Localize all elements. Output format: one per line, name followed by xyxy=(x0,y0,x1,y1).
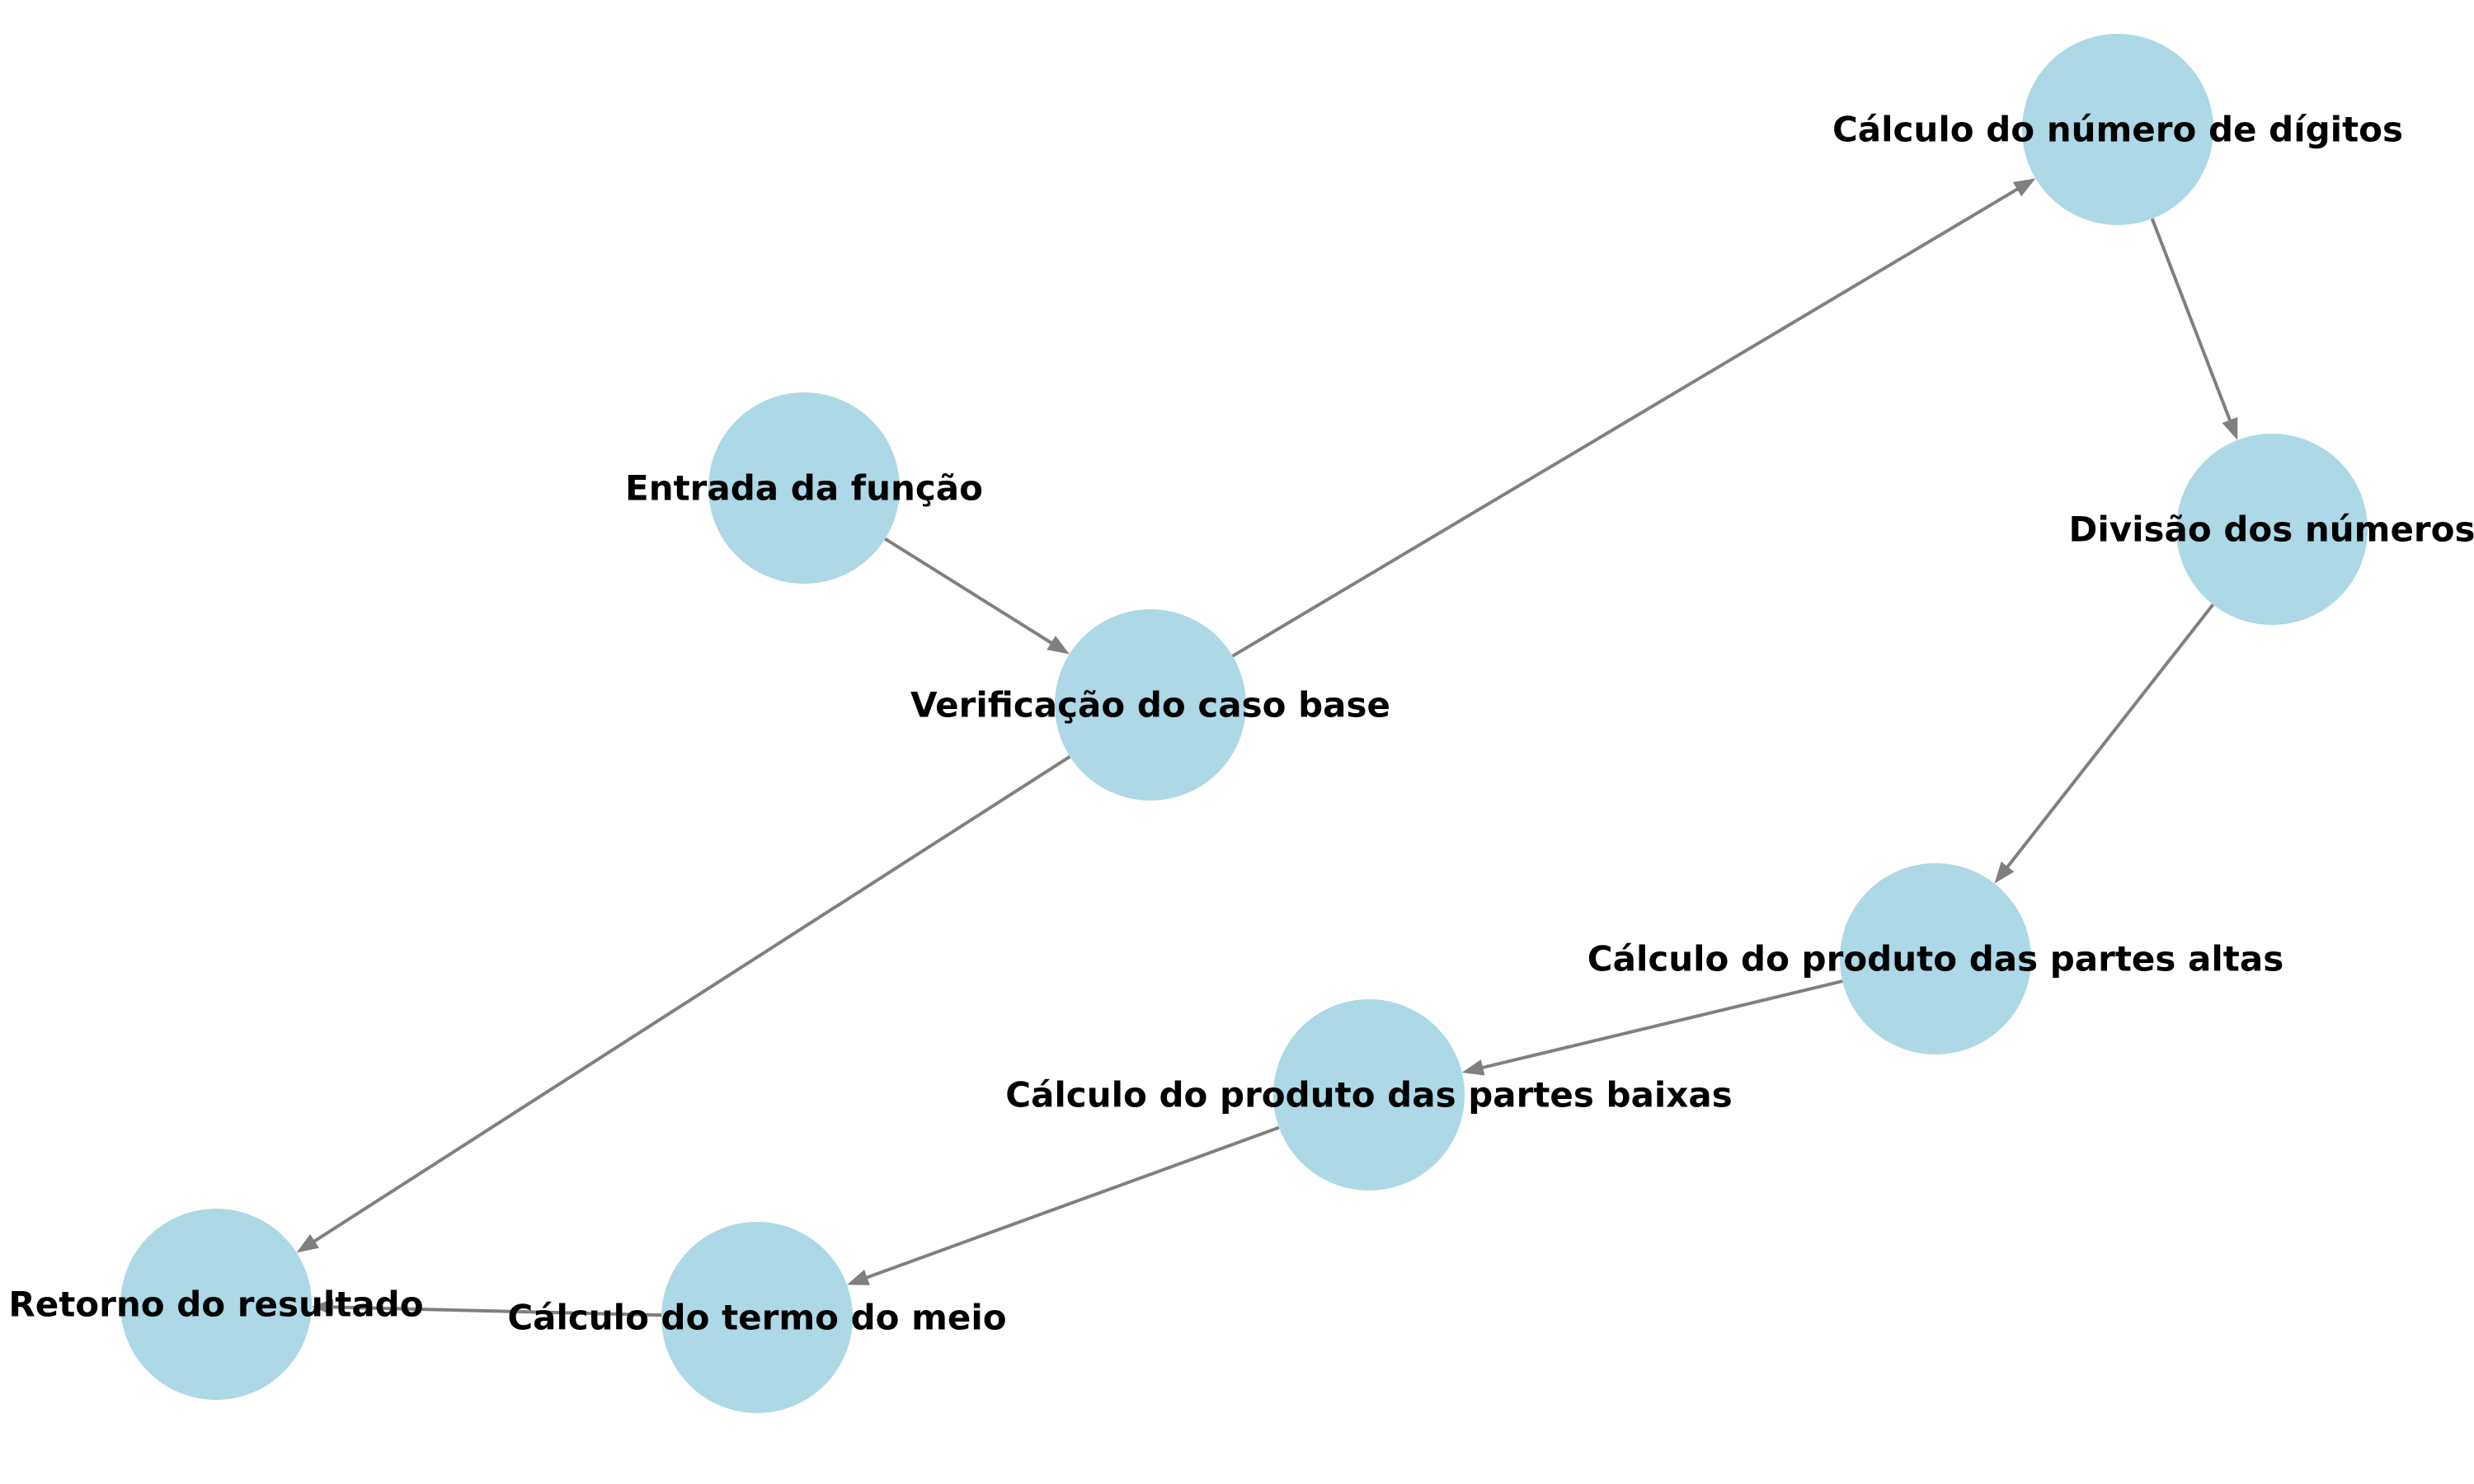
nodes-layer: Entrada da função Verificação do caso bas… xyxy=(8,34,2474,1413)
node-label: Retorno do resultado xyxy=(8,1284,423,1325)
node-digitos: Cálculo do número de dígitos xyxy=(1832,34,2403,225)
arrowhead xyxy=(1047,636,1070,655)
node-retorno: Retorno do resultado xyxy=(8,1209,424,1400)
edge-line xyxy=(884,537,1054,646)
arrowhead xyxy=(1994,862,2015,884)
node-label: Entrada da função xyxy=(625,468,983,509)
edge-line xyxy=(1231,186,2020,658)
node-circle xyxy=(120,1209,312,1400)
edge-verificacao-to-digitos xyxy=(1231,178,2036,658)
edge-baixas-to-meio xyxy=(847,1125,1280,1285)
node-label: Cálculo do número de dígitos xyxy=(1832,110,2403,150)
edge-line xyxy=(312,754,1071,1244)
edge-divisao-to-altas xyxy=(1994,603,2215,884)
node-divisao: Divisão dos números xyxy=(2068,434,2474,625)
edge-meio-to-retorno xyxy=(311,1298,662,1317)
edge-digitos-to-divisao xyxy=(2150,218,2238,440)
node-circle xyxy=(2022,34,2213,225)
edge-altas-to-baixas xyxy=(1461,979,1843,1076)
node-label: Cálculo do produto das partes baixas xyxy=(1005,1075,1733,1115)
node-baixas: Cálculo do produto das partes baixas xyxy=(1005,999,1733,1190)
edge-line xyxy=(2005,603,2215,870)
arrowhead xyxy=(847,1270,870,1285)
arrowhead xyxy=(296,1233,319,1253)
edges-layer xyxy=(296,178,2238,1317)
edge-line xyxy=(1480,979,1843,1070)
arrowhead xyxy=(311,1298,334,1316)
arrowhead xyxy=(2222,416,2238,440)
node-label: Cálculo do termo do meio xyxy=(507,1298,1006,1338)
edge-line xyxy=(2150,218,2232,423)
node-altas: Cálculo do produto das partes altas xyxy=(1587,863,2284,1054)
node-circle xyxy=(1055,609,1246,801)
node-label: Verificação do caso base xyxy=(910,685,1390,726)
node-circle xyxy=(1840,863,2031,1054)
node-circle xyxy=(1273,999,1465,1190)
arrowhead xyxy=(1461,1059,1485,1076)
edge-line xyxy=(331,1305,662,1317)
node-meio: Cálculo do termo do meio xyxy=(507,1222,1007,1413)
node-label: Divisão dos números xyxy=(2068,510,2474,550)
node-verificacao: Verificação do caso base xyxy=(910,609,1390,801)
node-circle xyxy=(661,1222,853,1413)
arrowhead xyxy=(2012,178,2036,197)
node-circle xyxy=(2176,434,2368,625)
node-entrada: Entrada da função xyxy=(625,392,983,584)
node-label: Cálculo do produto das partes altas xyxy=(1587,939,2284,979)
edge-line xyxy=(864,1125,1280,1280)
edge-entrada-to-verificacao xyxy=(884,537,1070,655)
edge-verificacao-to-retorno xyxy=(296,754,1071,1253)
node-circle xyxy=(708,392,900,584)
